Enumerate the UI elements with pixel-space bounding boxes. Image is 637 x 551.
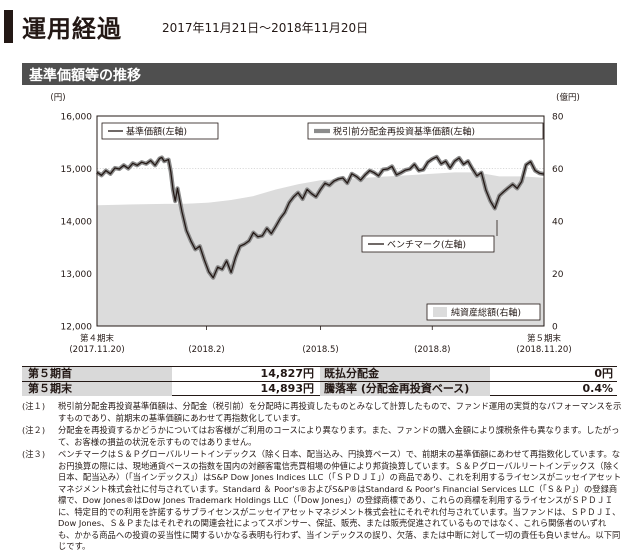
legend-nav: 基準価額(左軸) xyxy=(101,122,219,140)
x-tick-label: (2018.5) xyxy=(302,345,338,355)
nav-line xyxy=(96,156,545,279)
left-tick-label: 16,000 xyxy=(61,113,93,123)
left-tick-label: 13,000 xyxy=(61,270,93,280)
section-header: 基準価額等の推移 xyxy=(22,63,617,85)
assets-area xyxy=(97,172,544,326)
return-value: 0.4% xyxy=(582,382,613,395)
period-end-label: 第５期末 xyxy=(22,382,172,396)
period-end-value: 14,893円 xyxy=(260,382,314,395)
x-tick-label: (2018.8) xyxy=(414,345,450,355)
legend-assets: 純資産総額(右軸) xyxy=(426,303,541,321)
right-tick-label: 0 xyxy=(552,323,558,333)
legend-benchmark: ベンチマーク(左軸) xyxy=(361,220,498,253)
report-period: 2017年11月21日〜2018年11月20日 xyxy=(162,21,369,35)
footnote-id: (注２) xyxy=(22,425,46,435)
table-row: 第５期末 14,893円 騰落率 (分配金再投資ベース) 0.4% xyxy=(22,381,617,396)
table-row: 第５期首 14,827円 既払分配金 0円 xyxy=(22,366,617,381)
right-tick-label: 20 xyxy=(552,270,564,280)
x-tick-label: (2018.11.20) xyxy=(516,345,571,355)
header-accent-bar xyxy=(4,10,13,43)
left-tick-label: 14,000 xyxy=(61,218,93,228)
section-title: 基準価額等の推移 xyxy=(29,68,141,84)
x-tick-label: (2017.11.20) xyxy=(69,345,124,355)
right-tick-label: 40 xyxy=(552,218,564,228)
legend-assets-label: 純資産総額(右軸) xyxy=(451,307,521,319)
distribution-label: 既払分配金 xyxy=(320,367,490,381)
return-label: 騰落率 (分配金再投資ベース) xyxy=(320,382,490,396)
legend-benchmark-label: ベンチマーク(左軸) xyxy=(387,239,466,251)
footnote-text: ベンチマークはＳ＆Ｐグローバルリートインデックス（除く日本、配当込み、円換算ベー… xyxy=(58,449,622,551)
legend-reinvested: 税引前分配金再投資基準価額(左軸) xyxy=(307,122,544,140)
distribution-value: 0円 xyxy=(594,367,613,380)
footnote-text: 分配金を再投資するかどうかについてはお客様がご利用のコースにより異なります。また… xyxy=(58,425,620,447)
right-tick-label: 80 xyxy=(552,113,564,123)
footnote-id: (注１) xyxy=(22,401,46,411)
period-start-value: 14,827円 xyxy=(260,367,314,380)
footnote: (注１) 税引前分配金再投資基準価額は、分配金（税引前）を分配時に再投資したもの… xyxy=(22,401,622,424)
footnotes: (注１) 税引前分配金再投資基準価額は、分配金（税引前）を分配時に再投資したもの… xyxy=(22,401,622,551)
left-axis-unit: (円) xyxy=(50,93,65,103)
page-title: 運用経過 xyxy=(22,15,122,43)
footnote-text: 税引前分配金再投資基準価額は、分配金（税引前）を分配時に再投資したものとみなして… xyxy=(58,401,622,423)
x-tick-label: 第５期末 xyxy=(527,333,562,344)
footnote: (注３) ベンチマークはＳ＆Ｐグローバルリートインデックス（除く日本、配当込み、… xyxy=(22,449,622,551)
footnote: (注２) 分配金を再投資するかどうかについてはお客様がご利用のコースにより異なり… xyxy=(22,425,622,448)
nav-chart: 16,000 15,000 14,000 13,000 12,000 80 60 40 20 0… xyxy=(50,92,580,355)
footnote-id: (注３) xyxy=(22,449,46,459)
left-tick-label: 15,000 xyxy=(61,165,93,175)
left-tick-label: 12,000 xyxy=(61,323,93,333)
right-tick-label: 60 xyxy=(552,165,564,175)
report-header: 運用経過 2017年11月21日〜2018年11月20日 xyxy=(4,6,634,46)
x-tick-label: (2018.2) xyxy=(188,345,224,355)
period-start-label: 第５期首 xyxy=(22,367,172,381)
x-tick-label: 第４期末 xyxy=(80,333,115,344)
right-axis-unit: (億円) xyxy=(556,92,580,103)
legend-reinvested-label: 税引前分配金再投資基準価額(左軸) xyxy=(333,126,475,138)
legend-nav-label: 基準価額(左軸) xyxy=(126,126,187,138)
